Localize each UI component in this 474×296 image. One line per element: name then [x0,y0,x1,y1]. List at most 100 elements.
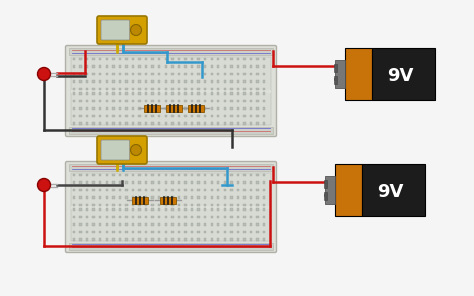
Bar [256,223,259,226]
Bar [204,223,206,226]
Bar [118,189,121,191]
Bar [145,208,147,211]
Bar [164,204,167,206]
Bar [73,223,75,226]
Bar [125,80,128,83]
Bar [243,58,246,60]
Bar [197,196,200,199]
Bar [79,100,82,102]
Bar [138,189,141,191]
Bar [106,122,108,125]
Bar [243,223,246,226]
Bar [204,122,206,125]
Bar [217,107,219,110]
Bar [224,204,226,206]
Bar [125,216,128,218]
Bar [224,223,226,226]
Bar [250,223,252,226]
Bar [138,223,141,226]
Bar [184,181,187,184]
Bar [250,189,252,191]
Bar [224,92,226,95]
Bar [86,174,88,176]
Bar [263,73,265,75]
Bar [79,238,82,241]
Bar [138,65,141,68]
Bar [256,92,259,95]
Bar [188,104,204,112]
Bar [79,65,82,68]
Bar [184,80,187,83]
Bar [184,174,187,176]
Bar [230,223,233,226]
Bar [42,78,46,81]
Bar [69,127,273,134]
Bar [204,80,206,83]
Bar [184,92,187,95]
Bar [184,73,187,75]
Bar [217,238,219,241]
Bar [217,208,219,211]
Bar [210,100,213,102]
Bar [184,231,187,233]
Bar [191,189,193,191]
Bar [86,204,88,206]
Bar [197,92,200,95]
Bar [152,107,154,110]
Bar [197,204,200,206]
Bar [132,208,134,211]
Bar [145,238,147,241]
Bar [204,100,206,102]
Bar [86,92,88,95]
Bar [256,231,259,233]
Bar [86,181,88,184]
Bar [184,238,187,241]
Bar [263,115,265,117]
Bar [152,196,154,199]
Bar [184,58,187,60]
Bar [79,223,82,226]
Bar [217,181,219,184]
Bar [132,223,134,226]
Bar [112,223,115,226]
Bar [237,204,239,206]
Bar [230,181,233,184]
Bar [86,238,88,241]
Bar [152,88,154,90]
Bar [118,122,121,125]
Bar [69,243,273,250]
Bar [191,196,193,199]
Bar [132,196,134,199]
Bar [79,174,82,176]
Bar [112,208,115,211]
Bar [256,204,259,206]
Bar [191,208,193,211]
Bar [184,216,187,218]
Bar [138,204,141,206]
Bar [224,174,226,176]
Bar [197,107,200,110]
Bar [152,73,154,75]
Bar [237,216,239,218]
Bar [158,231,160,233]
Bar [324,180,327,188]
Bar [224,115,226,117]
Bar [145,223,147,226]
Bar [237,88,239,90]
Bar [263,208,265,211]
Bar [99,204,101,206]
Bar [263,107,265,110]
Bar [138,122,141,125]
Bar [92,196,95,199]
Bar [263,88,265,90]
Bar [171,189,173,191]
Bar [243,208,246,211]
Bar [118,238,121,241]
Bar [263,181,265,184]
Bar [79,107,82,110]
Bar [178,238,180,241]
Bar [73,80,75,83]
Bar [250,58,252,60]
Bar [79,196,82,199]
Bar [152,80,154,83]
